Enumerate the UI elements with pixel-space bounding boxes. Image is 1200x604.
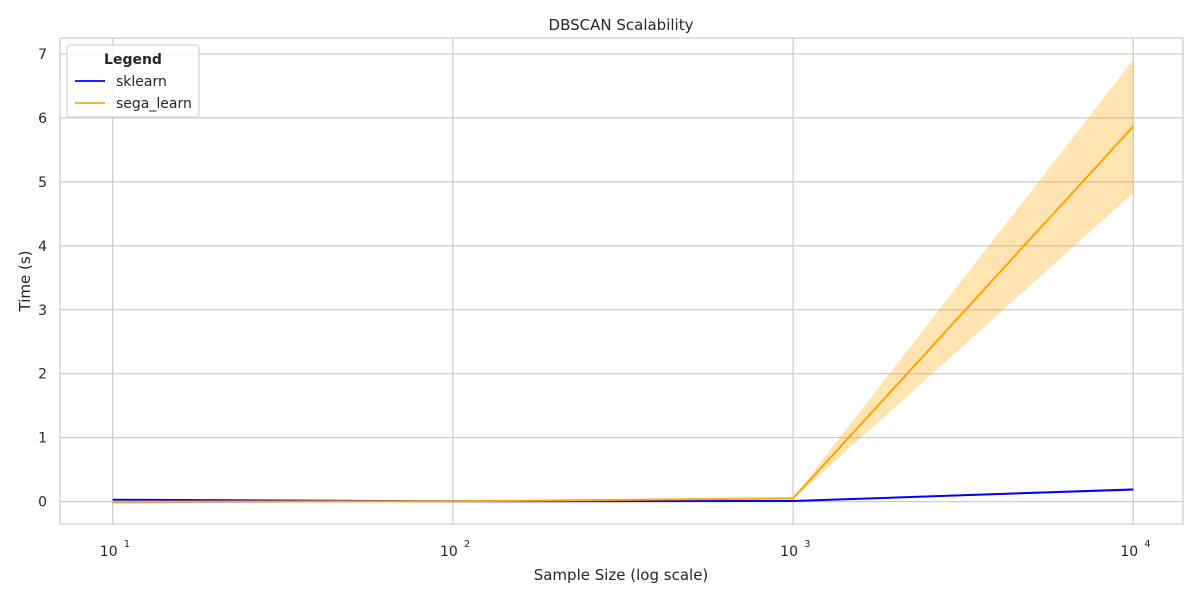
plot-frame	[59, 37, 1184, 525]
x-tick-exponent-3: 4	[1144, 539, 1150, 550]
legend: Legend sklearn sega_learn	[66, 44, 200, 118]
legend-label-sklearn: sklearn	[116, 74, 167, 90]
y-tick-label-6: 6	[38, 111, 47, 127]
y-tick-label-7: 7	[38, 47, 47, 63]
chart-title: DBSCAN Scalability	[549, 16, 694, 34]
x-tick-label-0: 10	[100, 544, 118, 560]
x-tick-exponent-2: 3	[804, 539, 810, 550]
y-tick-label-3: 3	[38, 303, 47, 319]
x-tick-label-3: 10	[1120, 544, 1138, 560]
legend-box	[66, 44, 200, 118]
series-line-sega-learn	[112, 125, 1135, 503]
x-axis-label: Sample Size (log scale)	[534, 566, 709, 584]
ci-band-sega-learn	[112, 59, 1134, 503]
legend-title: Legend	[104, 52, 162, 68]
y-axis-label: Time (s)	[16, 251, 34, 313]
tick-labels: 10 1 10 2 10 3 10 4 0 1 2 3 4 5 6 7	[38, 47, 1151, 560]
y-tick-label-1: 1	[38, 431, 47, 447]
y-tick-label-0: 0	[38, 495, 47, 511]
legend-label-sega-learn: sega_learn	[116, 96, 192, 112]
x-tick-label-1: 10	[440, 544, 458, 560]
x-tick-exponent-0: 1	[124, 539, 130, 550]
series-lines	[112, 125, 1135, 503]
y-tick-label-5: 5	[38, 175, 47, 191]
x-tick-label-2: 10	[780, 544, 798, 560]
y-tick-label-4: 4	[38, 239, 47, 255]
x-tick-exponent-1: 2	[464, 539, 470, 550]
y-tick-label-2: 2	[38, 367, 47, 383]
confidence-bands	[112, 59, 1134, 504]
